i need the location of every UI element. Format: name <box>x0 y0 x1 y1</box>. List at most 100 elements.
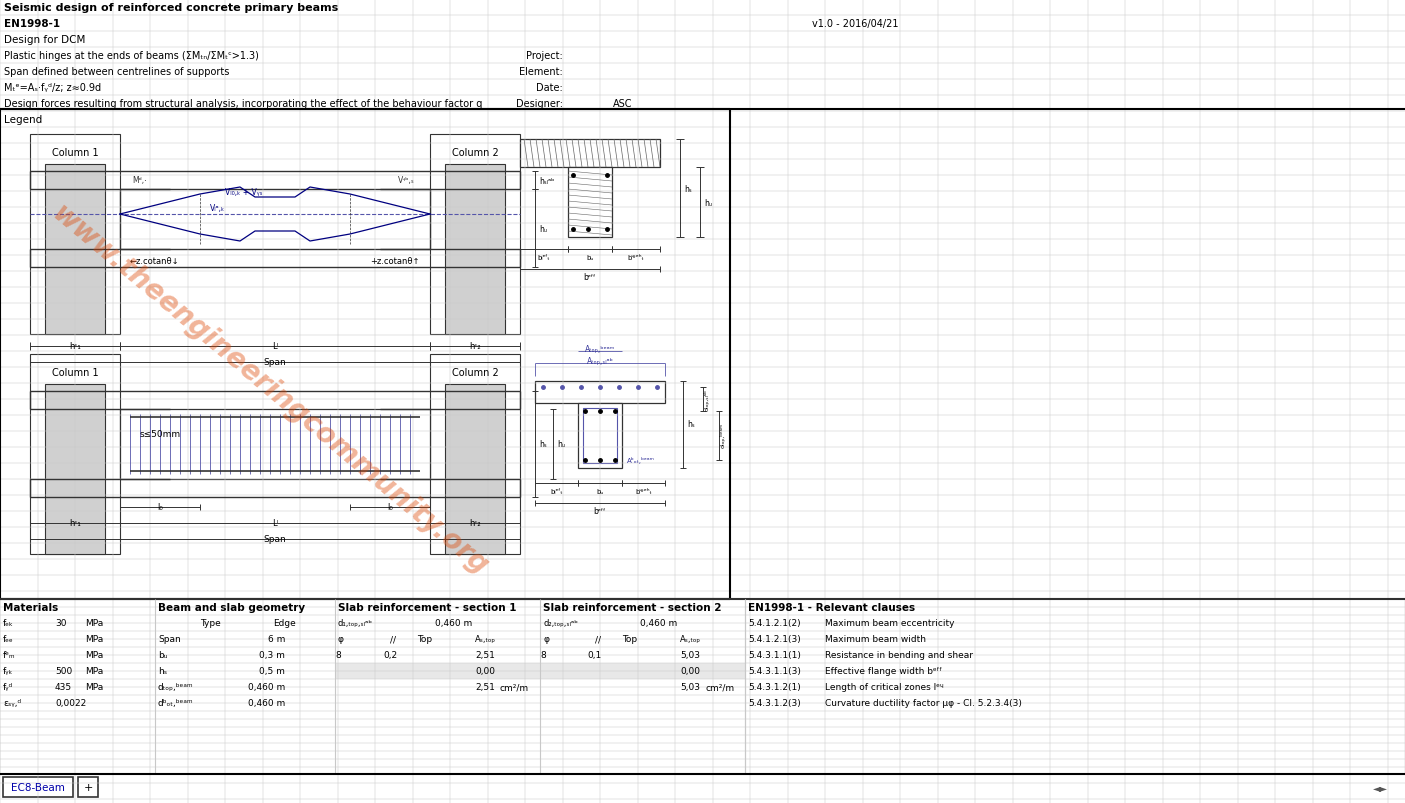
Text: fᵉₘ: fᵉₘ <box>3 650 15 660</box>
Bar <box>583 409 617 463</box>
Text: Aₛ,ₜₒₚ: Aₛ,ₜₒₚ <box>680 634 701 644</box>
Text: Curvature ductility factor μφ - Cl. 5.2.3.4(3): Curvature ductility factor μφ - Cl. 5.2.… <box>825 699 1021 707</box>
Text: Materials: Materials <box>3 602 58 612</box>
Bar <box>0 110 731 599</box>
Text: Maximum beam width: Maximum beam width <box>825 634 926 644</box>
Text: Design forces resulting from structural analysis, incorporating the effect of th: Design forces resulting from structural … <box>4 99 482 109</box>
Text: dₜₒₚ,ᵇᵉᵃᵐ: dₜₒₚ,ᵇᵉᵃᵐ <box>719 423 726 448</box>
Text: Vₗ₀,ₖ + Vᵧₛ: Vₗ₀,ₖ + Vᵧₛ <box>225 187 263 196</box>
Text: Type: Type <box>200 619 221 628</box>
Text: 2,51: 2,51 <box>475 650 495 660</box>
Text: l₀: l₀ <box>388 503 393 512</box>
Text: 0,00: 0,00 <box>475 666 495 675</box>
Bar <box>334 663 540 679</box>
Text: +z.cotanθ↑: +z.cotanθ↑ <box>371 257 420 266</box>
Text: fᵧᵈ: fᵧᵈ <box>3 683 13 691</box>
Text: ASC: ASC <box>613 99 632 109</box>
Text: 0,460 m: 0,460 m <box>436 619 472 628</box>
Text: Seismic design of reinforced concrete primary beams: Seismic design of reinforced concrete pr… <box>4 3 339 13</box>
Text: 500: 500 <box>55 666 72 675</box>
Text: //: // <box>391 634 396 644</box>
Text: hᶜ₁: hᶜ₁ <box>69 342 81 351</box>
Text: fₑₑ: fₑₑ <box>3 634 14 644</box>
Text: 5,03: 5,03 <box>680 683 700 691</box>
Text: Span: Span <box>264 535 287 544</box>
Text: MPa: MPa <box>84 634 103 644</box>
Text: 0,5 m: 0,5 m <box>259 666 285 675</box>
Text: 5.4.3.1.2(3): 5.4.3.1.2(3) <box>747 699 801 707</box>
Text: fᵧₖ: fᵧₖ <box>3 666 14 675</box>
Bar <box>30 355 119 554</box>
Text: bᵤ: bᵤ <box>586 255 594 261</box>
Text: hᵤ: hᵤ <box>540 224 547 233</box>
Text: 5.4.1.2.1(3): 5.4.1.2.1(3) <box>747 634 801 644</box>
Text: Slab reinforcement - section 1: Slab reinforcement - section 1 <box>339 602 517 612</box>
Text: Project:: Project: <box>527 51 563 61</box>
Text: EN1998-1 - Relevant clauses: EN1998-1 - Relevant clauses <box>747 602 915 612</box>
Text: 0,0022: 0,0022 <box>55 699 86 707</box>
Text: εₛᵧ,ᵈ: εₛᵧ,ᵈ <box>3 699 21 707</box>
Bar <box>430 135 520 335</box>
Text: Span defined between centrelines of supports: Span defined between centrelines of supp… <box>4 67 229 77</box>
Text: 6 m: 6 m <box>267 634 285 644</box>
Text: Vᶣᵇ,ₛ: Vᶣᵇ,ₛ <box>398 175 414 184</box>
Text: dₜₒₚ,ᵇᵉᵃᵐ: dₜₒₚ,ᵇᵉᵃᵐ <box>157 683 194 691</box>
Text: 8: 8 <box>336 650 341 660</box>
Text: Length of critical zones lᵉᶣ: Length of critical zones lᵉᶣ <box>825 683 944 691</box>
Text: 2,51: 2,51 <box>475 683 495 691</box>
Text: MPa: MPa <box>84 619 103 628</box>
Text: bₗᵉᶠₜ: bₗᵉᶠₜ <box>538 255 551 261</box>
Bar <box>45 385 105 554</box>
Text: Column 1: Column 1 <box>52 148 98 158</box>
Bar <box>0 599 1405 774</box>
Text: l₀: l₀ <box>157 503 163 512</box>
Text: dₜₒₚ,ₛₗᵃᵇ: dₜₒₚ,ₛₗᵃᵇ <box>704 389 710 410</box>
Text: hₛ: hₛ <box>157 666 167 675</box>
Text: bᶣᶡᵉʰₜ: bᶣᶡᵉʰₜ <box>628 255 645 261</box>
Bar <box>568 168 613 238</box>
Bar <box>30 135 119 335</box>
Text: hₛ: hₛ <box>540 440 547 449</box>
Text: φ: φ <box>339 634 344 644</box>
Text: Mᵈ,⋅: Mᵈ,⋅ <box>132 175 146 184</box>
Bar <box>520 140 660 168</box>
Text: Top: Top <box>417 634 433 644</box>
Bar <box>540 663 745 679</box>
Text: ◄►: ◄► <box>1373 782 1388 792</box>
Text: 0,2: 0,2 <box>384 650 398 660</box>
Text: 5.4.3.1.1(3): 5.4.3.1.1(3) <box>747 666 801 675</box>
Text: hᶜ₂: hᶜ₂ <box>469 519 481 528</box>
Text: Column 1: Column 1 <box>52 368 98 377</box>
Text: Edge: Edge <box>274 619 296 628</box>
Text: s≤50mm: s≤50mm <box>140 430 181 439</box>
Text: hᶜ₂: hᶜ₂ <box>469 342 481 351</box>
Text: MPa: MPa <box>84 666 103 675</box>
Text: hₛ: hₛ <box>687 420 694 429</box>
Text: MPa: MPa <box>84 683 103 691</box>
Text: Plastic hinges at the ends of beams (ΣMₜₙ/ΣMₜᶜ>1.3): Plastic hinges at the ends of beams (ΣMₜ… <box>4 51 259 61</box>
Text: Legend: Legend <box>4 115 42 124</box>
Text: 0,460 m: 0,460 m <box>247 699 285 707</box>
Text: Span: Span <box>264 358 287 367</box>
Text: 0,00: 0,00 <box>680 666 700 675</box>
Text: MPa: MPa <box>84 650 103 660</box>
Bar <box>535 381 665 403</box>
Bar <box>119 190 430 250</box>
Text: dᵇₒₜ,ᵇᵉᵃᵐ: dᵇₒₜ,ᵇᵉᵃᵐ <box>157 699 194 707</box>
Text: cm²/m: cm²/m <box>705 683 735 691</box>
Text: bᵉᶠᶠ: bᵉᶠᶠ <box>594 507 606 516</box>
Text: Aₛ,ₜₒₚ: Aₛ,ₜₒₚ <box>475 634 496 644</box>
Text: hₛ: hₛ <box>684 184 691 194</box>
Text: Slab reinforcement - section 2: Slab reinforcement - section 2 <box>542 602 722 612</box>
Bar <box>445 385 504 554</box>
Bar <box>119 410 430 479</box>
Text: Maximum beam eccentricity: Maximum beam eccentricity <box>825 619 954 628</box>
Text: Designer:: Designer: <box>516 99 563 109</box>
Text: 5.4.3.1.1(1): 5.4.3.1.1(1) <box>747 650 801 660</box>
Text: Vₗᵃ,ₖ: Vₗᵃ,ₖ <box>209 203 225 212</box>
Text: Aₜₒₚ,ᵇᵉᵃᵐ: Aₜₒₚ,ᵇᵉᵃᵐ <box>584 345 615 354</box>
Text: Top: Top <box>622 634 638 644</box>
Text: Beam and slab geometry: Beam and slab geometry <box>157 602 305 612</box>
Text: bᵉᶠᶠ: bᵉᶠᶠ <box>583 273 596 282</box>
Text: Element:: Element: <box>520 67 563 77</box>
